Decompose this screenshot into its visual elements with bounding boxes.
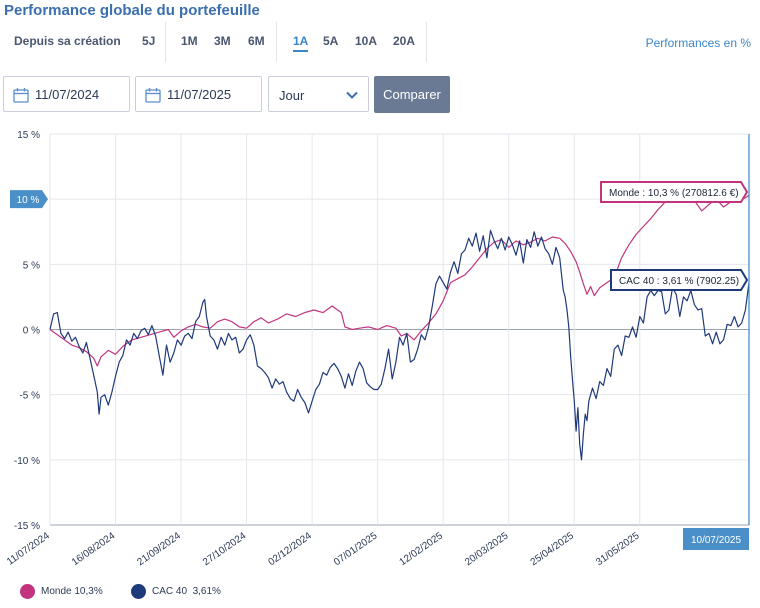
granularity-select[interactable]: Jour [268,76,369,112]
x-tick-label: 12/02/2025 [398,530,446,568]
period-3m[interactable]: 3M [214,34,231,48]
tooltip-cac40 [610,269,749,291]
tooltip-cac40-text: CAC 40 : 3,61 % (7902.25) [619,276,739,287]
start-date-field[interactable]: 11/07/2024 [3,76,130,112]
x-tick-label: 31/05/2025 [594,530,642,568]
crosshair-y-label-bg [10,190,48,209]
tooltip-monde [600,181,749,203]
crosshair-y-label: 10 % [17,195,40,206]
series-line-monde [49,190,750,367]
y-tick-label: -15 % [14,521,40,532]
chevron-down-icon [346,91,358,99]
divider [276,22,277,62]
y-tick-label: -10 % [14,456,40,467]
period-10a[interactable]: 10A [355,34,378,48]
x-tick-label: 27/10/2024 [201,530,249,568]
legend-item-monde[interactable]: Monde 10,3% [20,584,103,599]
x-tick-label: 02/12/2024 [267,530,315,568]
page-title: Performance globale du portefeuille [4,2,260,19]
legend-swatch [20,584,35,599]
legend-label: CAC 40 [152,586,188,597]
period-selector: Depuis sa création 5J 1M 3M 6M 1A 5A 10A… [0,22,760,62]
period-depuis-creation[interactable]: Depuis sa création [14,34,121,48]
series-line-cac40 [49,229,750,461]
divider [165,22,166,62]
y-tick-label: -5 % [19,391,40,402]
legend-value: 10,3% [74,586,103,597]
period-1a[interactable]: 1A [293,34,309,52]
legend-item-cac40[interactable]: CAC 40 3,61% [131,584,221,599]
x-tick-label: 16/08/2024 [70,530,118,568]
granularity-value: Jour [279,88,305,103]
end-date-field[interactable]: 11/07/2025 [135,76,262,112]
legend-value: 3,61% [192,586,221,597]
x-tick-label: 21/09/2024 [135,530,183,568]
divider [426,22,427,62]
y-tick-label: 15 % [17,130,40,141]
period-5j[interactable]: 5J [142,34,156,48]
y-tick-label: 0 % [23,326,40,337]
calendar-icon [13,88,29,103]
compare-button[interactable]: Comparer [374,76,450,113]
calendar-icon [145,88,161,103]
start-date-value: 11/07/2024 [35,87,100,102]
end-date-value: 11/07/2025 [167,87,232,102]
crosshair-x-label: 10/07/2025 [691,535,741,546]
y-tick-label: 5 % [23,260,40,271]
x-tick-label: 20/03/2025 [463,530,511,568]
tooltip-monde-text: Monde : 10,3 % (270812.6 €) [609,188,739,199]
legend-label: Monde [41,586,72,597]
x-tick-label: 07/01/2025 [332,530,380,568]
performance-chart[interactable]: 15 % 5 % 0 % -5 % -10 % -15 % 11/07/2024 16/08… [0,120,760,580]
period-20a[interactable]: 20A [393,34,416,48]
performance-mode-toggle[interactable]: Performances en % [645,36,751,50]
crosshair-x-label-bg [683,528,749,550]
period-5a[interactable]: 5A [323,34,339,48]
legend-swatch [131,584,146,599]
x-tick-label: 11/07/2024 [5,530,52,568]
x-tick-label: 25/04/2025 [529,530,577,568]
period-6m[interactable]: 6M [248,34,265,48]
period-1m[interactable]: 1M [181,34,198,48]
